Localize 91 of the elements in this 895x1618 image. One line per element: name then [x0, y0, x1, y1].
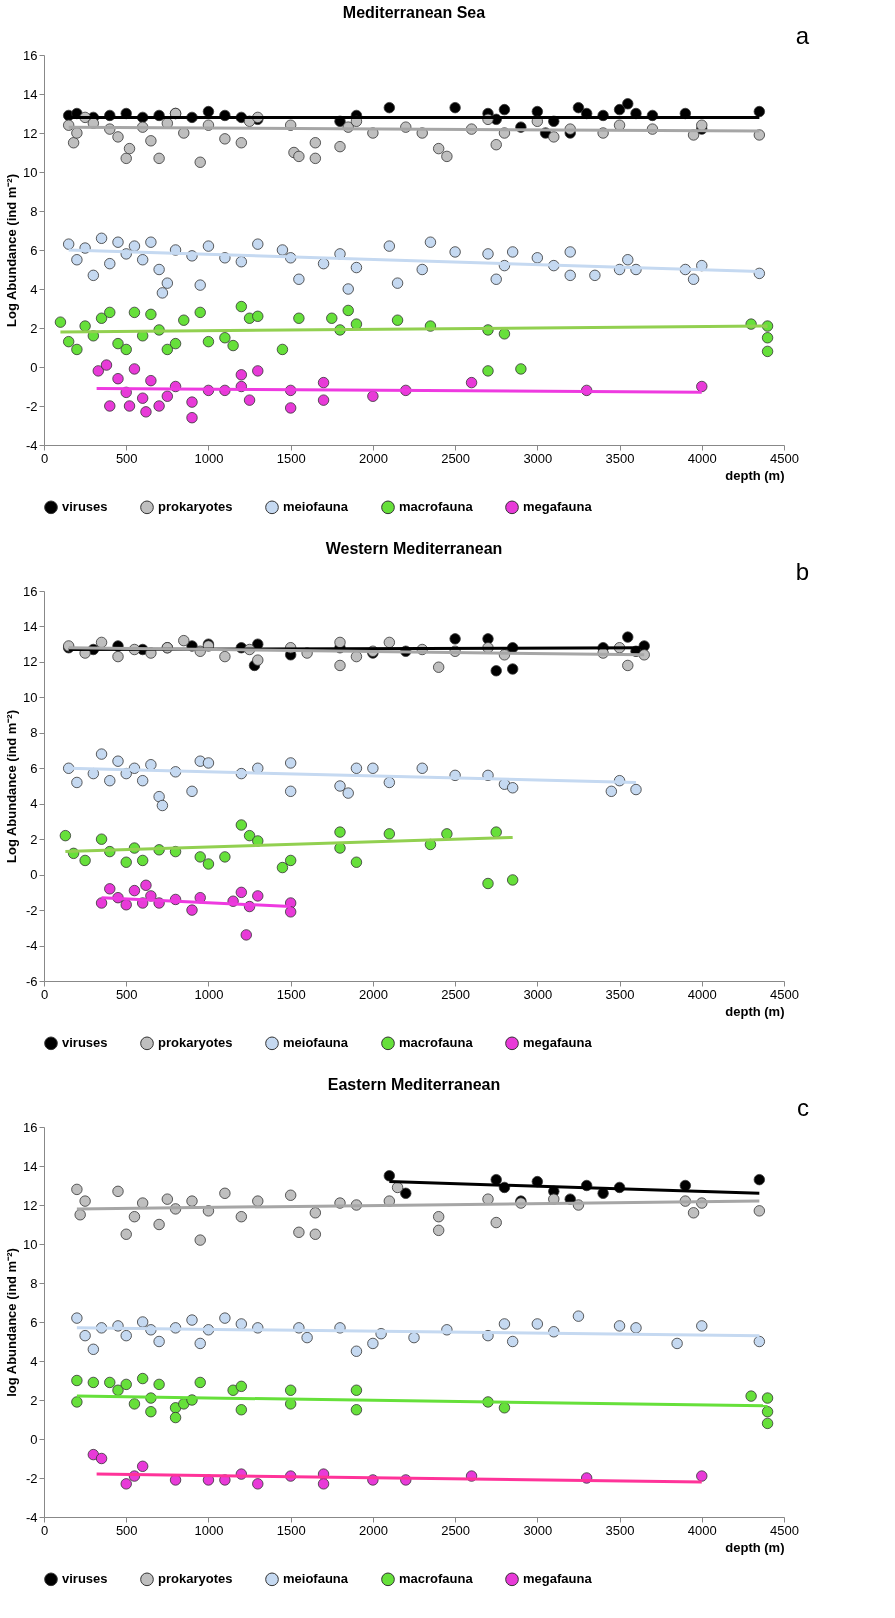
y-tick-label: 0 — [30, 867, 38, 883]
legend-label: prokaryotes — [158, 499, 233, 515]
y-tick-label: 10 — [23, 1236, 38, 1252]
x-tick-label: 1000 — [194, 450, 224, 466]
y-tick-label: 4 — [30, 1353, 38, 1369]
legend-label: prokaryotes — [158, 1035, 233, 1051]
y-tick-label: 12 — [23, 654, 38, 670]
x-tick-label: 3500 — [605, 986, 635, 1002]
y-tick-label: 8 — [30, 1275, 38, 1291]
chart-title: Mediterranean Sea — [342, 4, 486, 21]
x-tick-label: 3000 — [523, 1522, 553, 1538]
x-tick-label: 2500 — [441, 450, 471, 466]
legend-label: meiofauna — [283, 499, 349, 515]
chart-title: Western Mediterranean — [325, 540, 503, 557]
y-tick-label: 12 — [23, 125, 38, 141]
x-tick-label: 2000 — [358, 1522, 388, 1538]
x-tick-label: 3000 — [523, 986, 553, 1002]
x-tick-label: 4500 — [770, 986, 799, 1002]
y-tick-label: 2 — [30, 1392, 38, 1408]
y-tick-label: 0 — [30, 359, 38, 375]
y-axis-title: Log Abundance (ind m⁻²) — [4, 174, 20, 327]
y-tick-label: 16 — [23, 47, 38, 63]
x-axis-title: depth (m) — [725, 1003, 785, 1019]
y-tick-label: 10 — [23, 164, 38, 180]
y-tick-label: 8 — [30, 725, 38, 741]
legend-label: meiofauna — [283, 1035, 349, 1051]
x-tick-label: 0 — [40, 450, 49, 466]
x-tick-label: 4500 — [770, 1522, 799, 1538]
x-tick-label: 3500 — [605, 450, 635, 466]
legend-label: megafauna — [523, 1571, 593, 1587]
x-tick-label: 4500 — [770, 450, 799, 466]
y-tick-label: 14 — [23, 86, 38, 102]
y-tick-label: -2 — [25, 1470, 38, 1486]
legend-label: viruses — [62, 1035, 108, 1051]
y-tick-label: 2 — [30, 320, 38, 336]
x-tick-label: 0 — [40, 986, 49, 1002]
legend-label: megafauna — [523, 1035, 593, 1051]
x-tick-label: 500 — [115, 450, 138, 466]
y-tick-label: 6 — [30, 760, 38, 776]
y-tick-label: 4 — [30, 796, 38, 812]
y-tick-label: 10 — [23, 689, 38, 705]
y-tick-label: -4 — [25, 437, 38, 453]
x-tick-label: 500 — [115, 1522, 138, 1538]
y-tick-label: -2 — [25, 398, 38, 414]
y-axis-title: Log Abundance (ind m⁻²) — [4, 710, 20, 863]
x-tick-label: 1000 — [194, 986, 224, 1002]
x-tick-label: 3000 — [523, 450, 553, 466]
legend-label: macrofauna — [399, 499, 474, 515]
legend-label: macrofauna — [399, 1035, 474, 1051]
text: c — [797, 1094, 809, 1121]
x-tick-label: 2000 — [358, 450, 388, 466]
x-tick-label: 4000 — [687, 986, 717, 1002]
y-tick-label: 16 — [23, 583, 38, 599]
y-tick-label: 2 — [30, 831, 38, 847]
x-tick-label: 4000 — [687, 1522, 717, 1538]
x-tick-label: 1000 — [194, 1522, 224, 1538]
text: b — [795, 558, 809, 585]
y-tick-label: 6 — [30, 1314, 38, 1330]
y-tick-label: 6 — [30, 242, 38, 258]
x-axis-title: depth (m) — [725, 1539, 785, 1555]
x-tick-label: 0 — [40, 1522, 49, 1538]
x-tick-label: 3500 — [605, 1522, 635, 1538]
legend-label: viruses — [62, 499, 108, 515]
x-tick-label: 4000 — [687, 450, 717, 466]
legend-label: megafauna — [523, 499, 593, 515]
y-axis-title: log Abundance (ind m⁻²) — [4, 1248, 20, 1397]
legend-label: meiofauna — [283, 1571, 349, 1587]
y-tick-label: -4 — [25, 1509, 38, 1525]
y-tick-label: 14 — [23, 1158, 38, 1174]
y-tick-label: 12 — [23, 1197, 38, 1213]
y-tick-label: 14 — [23, 618, 38, 634]
x-tick-label: 1500 — [276, 450, 306, 466]
y-tick-label: 0 — [30, 1431, 38, 1447]
x-axis-title: depth (m) — [725, 467, 785, 483]
y-tick-label: -4 — [25, 938, 38, 954]
x-tick-label: 2500 — [441, 1522, 471, 1538]
y-tick-label: -6 — [25, 973, 38, 989]
y-tick-label: 8 — [30, 203, 38, 219]
x-tick-label: 1500 — [276, 1522, 306, 1538]
x-tick-label: 2500 — [441, 986, 471, 1002]
y-tick-label: 16 — [23, 1119, 38, 1135]
legend-label: prokaryotes — [158, 1571, 233, 1587]
x-tick-label: 500 — [115, 986, 138, 1002]
x-tick-label: 2000 — [358, 986, 388, 1002]
legend-label: viruses — [62, 1571, 108, 1587]
legend-label: macrofauna — [399, 1571, 474, 1587]
y-tick-label: 4 — [30, 281, 38, 297]
text: a — [795, 22, 810, 49]
y-tick-label: -2 — [25, 902, 38, 918]
x-tick-label: 1500 — [276, 986, 306, 1002]
chart-title: Eastern Mediterranean — [327, 1076, 501, 1093]
